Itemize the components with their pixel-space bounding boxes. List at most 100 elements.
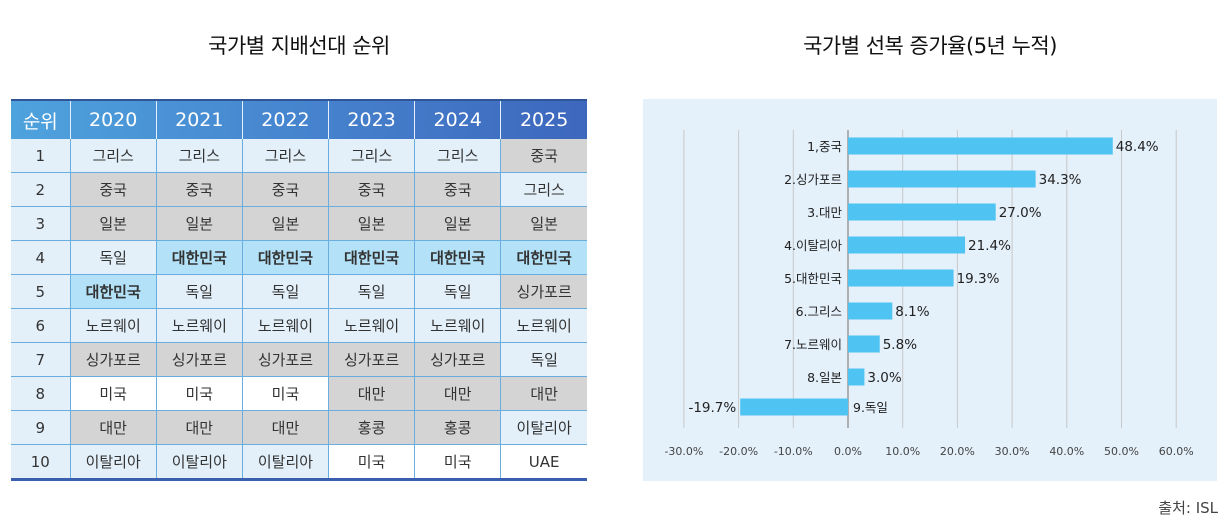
rank-cell: 10: [11, 444, 71, 480]
header-rank: 순위: [22, 110, 58, 133]
country-cell: 그리스: [69, 139, 157, 173]
rank-cell: 1: [11, 139, 71, 173]
country-cell: 홍콩: [328, 410, 416, 445]
header-year: 2021: [155, 100, 243, 139]
country-cell: 노르웨이: [155, 308, 243, 343]
country-cell: 그리스: [328, 139, 416, 173]
value-label: 21.4%: [968, 238, 1011, 254]
bar: [848, 203, 996, 221]
table-row: 1 그리스 그리스 그리스 그리스 그리스 중국: [11, 139, 587, 173]
category-label: 4.이탈리아: [784, 238, 842, 253]
country-cell: 대만: [241, 410, 330, 445]
country-cell: 대만: [414, 376, 502, 411]
x-tick-label: -10.0%: [774, 445, 813, 458]
country-cell: 싱가포르: [155, 342, 243, 377]
table-row: 8 미국 미국 미국 대만 대만 대만: [11, 376, 587, 411]
country-cell: 노르웨이: [69, 308, 157, 343]
country-cell: 일본: [328, 206, 416, 241]
x-tick-label: -20.0%: [719, 445, 758, 458]
table-header-row: 순위 2020 2021 2022 2023 2024 2025: [11, 100, 587, 139]
country-cell: 그리스: [241, 139, 330, 173]
country-cell-highlighted: 대한민국: [500, 240, 587, 275]
bar: [848, 236, 966, 254]
category-label: 2.싱가포르: [784, 172, 842, 187]
country-cell: 싱가포르: [414, 342, 502, 377]
country-cell-highlighted: 대한민국: [328, 240, 416, 275]
country-cell: 독일: [328, 274, 416, 309]
rank-cell: 8: [11, 376, 71, 411]
table-row: 6 노르웨이 노르웨이 노르웨이 노르웨이 노르웨이 노르웨이: [11, 308, 587, 343]
country-cell: 중국: [155, 172, 243, 207]
table-row: 3 일본 일본 일본 일본 일본 일본: [11, 206, 587, 241]
country-cell: 일본: [414, 206, 502, 241]
category-label: 3.대만: [807, 205, 842, 220]
value-label: 5.8%: [883, 337, 917, 353]
country-cell: 싱가포르: [241, 342, 330, 377]
rank-cell: 9: [11, 410, 71, 445]
table-row: 7 싱가포르 싱가포르 싱가포르 싱가포르 싱가포르 독일: [11, 342, 587, 377]
header-year: 2020: [69, 100, 157, 139]
x-tick-label: 20.0%: [940, 445, 975, 458]
bar: [848, 368, 865, 386]
country-cell: 이탈리아: [500, 410, 587, 445]
country-cell-highlighted: 대한민국: [69, 274, 157, 309]
country-cell: 일본: [69, 206, 157, 241]
country-cell: 중국: [241, 172, 330, 207]
country-cell: 중국: [328, 172, 416, 207]
rank-cell: 6: [11, 308, 71, 343]
country-cell: 대만: [500, 376, 587, 411]
country-cell: 그리스: [155, 139, 243, 173]
country-cell: 이탈리아: [241, 444, 330, 480]
bar-chart: -30.0% -20.0% -10.0% 0.0% 10.0% 20.0% 30.0% 40.…: [664, 130, 1194, 458]
country-cell: 홍콩: [414, 410, 502, 445]
country-cell: 싱가포르: [69, 342, 157, 377]
header-year: 2024: [414, 100, 501, 139]
country-cell: 일본: [241, 206, 330, 241]
country-cell: 미국: [241, 376, 330, 411]
country-cell: 미국: [69, 376, 157, 411]
bar: [848, 302, 893, 320]
country-cell: 대만: [155, 410, 243, 445]
rank-cell: 3: [11, 206, 71, 241]
country-cell: 일본: [500, 206, 587, 241]
value-label: 34.3%: [1039, 172, 1082, 188]
country-cell: 그리스: [500, 172, 587, 207]
x-tick-label: 60.0%: [1159, 445, 1194, 458]
country-cell: 일본: [155, 206, 243, 241]
table-title: 국가별 지배선대 순위: [208, 34, 390, 58]
bar: [848, 269, 954, 287]
country-cell: 대만: [69, 410, 157, 445]
country-cell: 미국: [155, 376, 243, 411]
value-label: 48.4%: [1116, 139, 1159, 155]
value-label: 27.0%: [999, 205, 1042, 221]
country-cell-highlighted: 대한민국: [414, 240, 502, 275]
country-cell: UAE: [500, 444, 587, 480]
rank-cell: 4: [11, 240, 71, 275]
country-cell: 이탈리아: [69, 444, 157, 480]
header-year: 2025: [500, 100, 587, 139]
country-cell: 싱가포르: [500, 274, 587, 309]
x-tick-label: 10.0%: [885, 445, 920, 458]
rank-cell: 7: [11, 342, 71, 377]
value-label: 8.1%: [895, 304, 929, 320]
chart-title: 국가별 선복 증가율(5년 누적): [803, 34, 1057, 58]
table-row: 4 독일 대한민국 대한민국 대한민국 대한민국 대한민국: [11, 240, 587, 275]
rank-cell: 5: [11, 274, 71, 309]
x-tick-label: 0.0%: [834, 445, 862, 458]
table-row: 9 대만 대만 대만 홍콩 홍콩 이탈리아: [11, 410, 587, 445]
table-row: 10 이탈리아 이탈리아 이탈리아 미국 미국 UAE: [11, 444, 587, 480]
fleet-ranking-table: 순위 2020 2021 2022 2023 2024 2025 1 그리스 그리스…: [11, 99, 587, 481]
category-label: 8.일본: [807, 370, 842, 385]
country-cell: 노르웨이: [500, 308, 587, 343]
table-row: 5 대한민국 독일 독일 독일 독일 싱가포르: [11, 274, 587, 309]
rank-cell: 2: [11, 172, 71, 207]
country-cell: 독일: [414, 274, 502, 309]
country-cell: 노르웨이: [241, 308, 330, 343]
value-label: -19.7%: [688, 400, 736, 416]
category-label: 7.노르웨이: [784, 337, 842, 352]
value-label: 3.0%: [867, 370, 901, 386]
country-cell: 중국: [414, 172, 502, 207]
x-tick-label: 50.0%: [1104, 445, 1139, 458]
country-cell: 이탈리아: [155, 444, 243, 480]
bar: [848, 137, 1113, 155]
